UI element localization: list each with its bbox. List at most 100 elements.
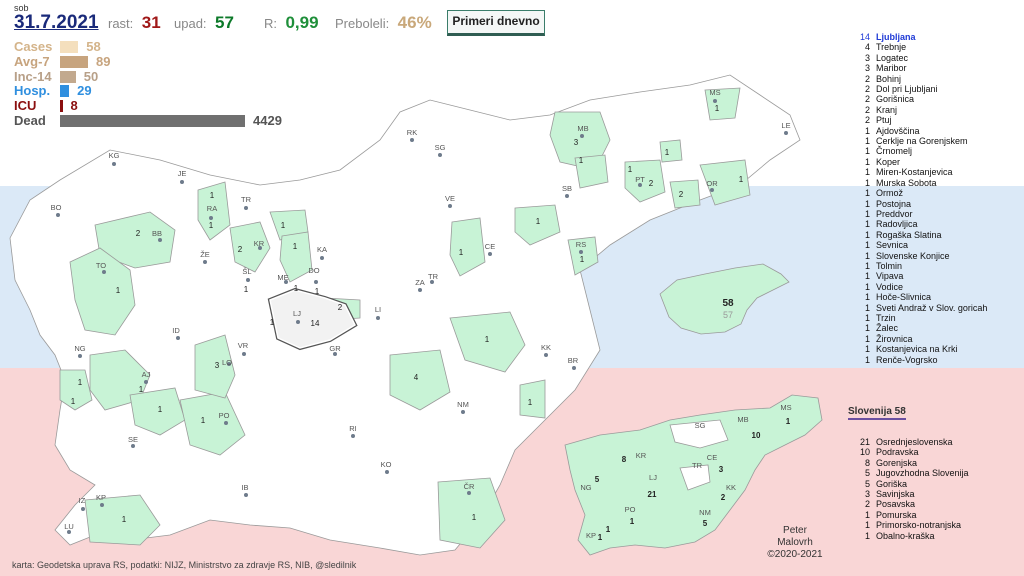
upad-value: 57 <box>215 13 234 32</box>
case-number: 1 <box>715 104 720 113</box>
city-code-label: KR <box>254 239 265 248</box>
list-item-name: Renče-Vogrsko <box>876 354 938 365</box>
list-item-name: Trzin <box>876 312 896 323</box>
list-item-name: Savinjska <box>876 489 915 500</box>
region-code-label: CE <box>707 453 717 462</box>
municipality-kostanjevica <box>519 379 546 419</box>
list-item-count: 1 <box>864 281 870 292</box>
stat-bar <box>60 70 76 83</box>
list-item: 1 Cerklje na Gorenjskem <box>856 136 987 146</box>
case-number: 1 <box>201 416 206 425</box>
slovenia-region-map: SG MB MS KR CE TR NG LJ KK PO NM KP 8 10… <box>564 394 823 556</box>
city-code-label: PT <box>635 175 645 184</box>
case-number: 1 <box>116 286 121 295</box>
stat-label-icu: ICU <box>14 98 37 114</box>
list-item-name: Miren-Kostanjevica <box>876 167 953 178</box>
case-number: 1 <box>209 221 214 230</box>
list-item-count: 1 <box>864 520 870 531</box>
city-code-label: DO <box>308 266 319 275</box>
author-line-3: ©2020-2021 <box>767 549 823 560</box>
city-code-label: ZA <box>415 278 425 287</box>
list-item-count: 1 <box>864 250 870 261</box>
region-code-label: NG <box>580 483 591 492</box>
case-number: 1 <box>579 156 584 165</box>
list-item-name: Ajdovščina <box>876 125 920 136</box>
case-number: 1 <box>270 318 275 327</box>
list-item-name: Sveti Andraž v Slov. goricah <box>876 302 988 313</box>
city-code-label: RK <box>407 128 417 137</box>
list-item: 1 Murska Sobota <box>856 178 987 188</box>
list-item: 1 Primorsko-notranjska <box>856 520 969 530</box>
case-number: 1 <box>281 221 286 230</box>
list-item-count: 1 <box>864 240 870 251</box>
list-item: 1 Radovljica <box>856 219 987 229</box>
list-item-count: 1 <box>864 167 870 178</box>
city-code-label: OR <box>706 179 718 188</box>
stat-bar <box>60 100 63 113</box>
list-item: 5 Jugovzhodna Slovenija <box>856 468 969 478</box>
case-number: 1 <box>580 255 585 264</box>
list-item-name: Koper <box>876 156 901 167</box>
case-number: 2 <box>649 179 654 188</box>
case-number: 1 <box>472 513 477 522</box>
city-code-label: SE <box>128 435 138 444</box>
region-code-label: MS <box>780 403 791 412</box>
mini-map-value: 58 <box>722 298 734 309</box>
stat-label-inc14: Inc-14 <box>14 68 52 84</box>
list-item: 1 Žirovnica <box>856 334 987 344</box>
list-item-count: 1 <box>864 354 870 365</box>
slovenia-mini-map: 58 57 <box>659 263 790 335</box>
list-item-count: 1 <box>864 312 870 323</box>
data-source-credits: karta: Geodetska uprava RS, podatki: NIJ… <box>12 560 357 570</box>
city-code-label: ŠL <box>242 267 251 276</box>
municipality-gorisnica <box>669 179 701 209</box>
list-item: 1 Črnomelj <box>856 146 987 156</box>
region-list-title: Slovenija 58 <box>848 406 906 420</box>
list-item-name: Črnomelj <box>876 146 913 157</box>
city-code-label: SG <box>435 143 446 152</box>
city-code-label: TR <box>241 195 252 204</box>
city-code-label: LO <box>222 358 232 367</box>
region-number: 1 <box>598 533 603 542</box>
municipality-koper <box>84 494 161 546</box>
region-number: 2 <box>721 493 726 502</box>
day-label: sob <box>14 3 29 13</box>
list-item: 14 Ljubljana <box>856 32 987 42</box>
list-item-name: Primorsko-notranjska <box>876 520 962 531</box>
municipality-kranj <box>229 221 271 273</box>
list-item-count: 1 <box>864 344 870 355</box>
list-item: 1 Slovenske Konjice <box>856 251 987 261</box>
primeri-dnevno-button[interactable]: Primeri dnevno <box>447 10 545 36</box>
list-item-count: 1 <box>864 302 870 313</box>
stat-bar <box>60 41 79 53</box>
region-code-label: MB <box>737 415 748 424</box>
rast-label: rast: <box>108 16 134 31</box>
list-item-name: Kostanjevica na Krki <box>876 344 958 355</box>
city-dots <box>56 99 788 534</box>
list-item-name: Ptuj <box>876 115 892 126</box>
city-code-label: IZ <box>79 496 86 505</box>
case-number: 2 <box>136 229 141 238</box>
list-item-name: Preddvor <box>876 208 913 219</box>
city-code-label: RI <box>349 424 357 433</box>
case-number: 1 <box>739 175 744 184</box>
list-item: 1 Pomurska <box>856 510 969 520</box>
stat-bar <box>60 55 88 68</box>
list-item-count: 1 <box>864 271 870 282</box>
list-item: 4 Trebnje <box>856 42 987 52</box>
author-line-2: Malovrh <box>777 537 813 548</box>
city-code-label: TR <box>428 272 439 281</box>
list-item-count: 1 <box>864 530 870 541</box>
city-code-label: PO <box>219 411 230 420</box>
rast-value: 31 <box>141 13 161 32</box>
list-item-count: 8 <box>864 457 870 468</box>
region-number: 1 <box>606 525 611 534</box>
stat-value: 29 <box>77 83 92 99</box>
rast-group: rast: 31 <box>108 13 161 33</box>
region-number-labels: 8 10 1 5 21 3 2 1 5 1 1 <box>595 417 791 542</box>
region-list: 21 Osrednjeslovenska 10 Podravska 8 Gorenjska… <box>856 437 969 541</box>
list-item-name: Rogaška Slatina <box>876 229 942 240</box>
list-item-name: Ormož <box>876 188 903 199</box>
region-code-label: SG <box>695 421 706 430</box>
municipality-hoce <box>574 154 609 189</box>
